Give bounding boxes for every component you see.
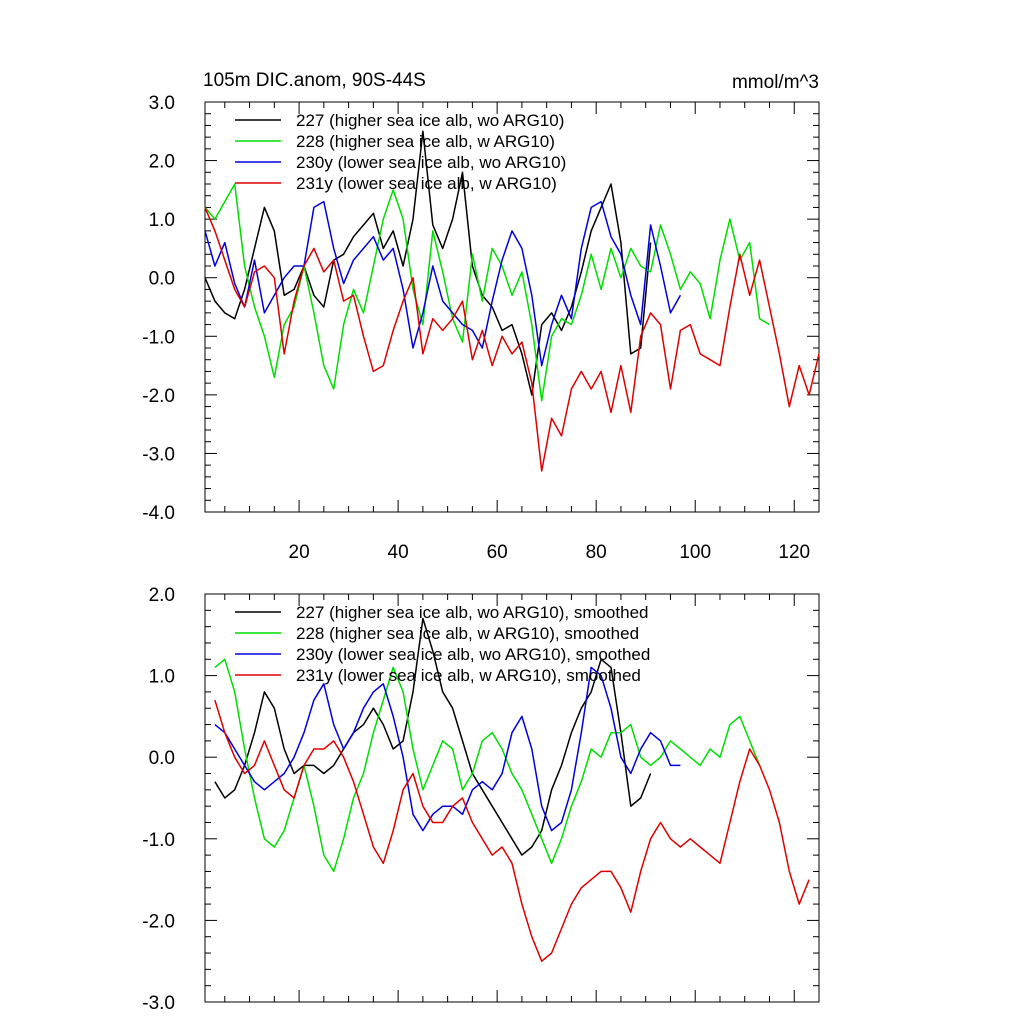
top-x-tick-label: 120	[778, 542, 810, 563]
bottom-legend-label-4: 231y (lower sea ice alb, w ARG10), smoot…	[296, 666, 641, 685]
top-panel-title: 105m DIC.anom, 90S-44S	[203, 70, 426, 91]
bottom-panel-series	[214, 617, 810, 962]
top-legend-label-1: 227 (higher sea ice alb, wo ARG10)	[296, 111, 564, 130]
top-series-line-3	[204, 200, 682, 367]
top-y-tick-label: -2.0	[142, 386, 175, 407]
top-panel-axes: 3.0 2.0 1.0 0.0 -1.0 -2.0 -3.0 -4.0 20 40 60 80 100 1…	[142, 93, 820, 563]
bottom-legend-label-3: 230y (lower sea ice alb, wo ARG10), smoo…	[296, 645, 650, 664]
top-legend-label-3: 230y (lower sea ice alb, wo ARG10)	[296, 153, 566, 172]
top-legend-label-4: 231y (lower sea ice alb, w ARG10)	[296, 174, 557, 193]
top-y-tick-label: 1.0	[149, 210, 175, 231]
top-y-tick-label: 3.0	[149, 93, 175, 114]
bottom-y-tick-label: 1.0	[149, 667, 175, 688]
top-x-tick-label: 40	[388, 542, 409, 563]
top-legend-label-2: 228 (higher sea ice alb, w ARG10)	[296, 132, 555, 151]
bottom-series-line-2	[214, 658, 761, 873]
top-series-line-4	[204, 207, 820, 472]
bottom-panel-axes: 2.0 1.0 0.0 -1.0 -2.0 -3.0	[142, 585, 820, 1014]
bottom-series-line-1	[214, 617, 652, 856]
bottom-series-line-4	[214, 699, 810, 962]
bottom-legend-label-2: 228 (higher sea ice alb, w ARG10), smoot…	[296, 624, 639, 643]
bottom-y-tick-label: 0.0	[149, 748, 175, 769]
top-y-tick-label: -1.0	[142, 327, 175, 348]
top-series-line-1	[204, 130, 652, 396]
top-panel: 105m DIC.anom, 90S-44S mmol/m^3 3.0 2.0 1.…	[142, 70, 820, 563]
top-y-tick-label: -4.0	[142, 503, 175, 524]
top-panel-legend: 227 (higher sea ice alb, wo ARG10) 228 (h…	[235, 111, 566, 193]
bottom-series-line-3	[214, 666, 681, 832]
bottom-y-tick-label: 2.0	[149, 585, 175, 606]
bottom-plot-frame	[204, 593, 820, 1003]
top-x-tick-label: 100	[679, 542, 711, 563]
top-x-tick-label: 80	[586, 542, 607, 563]
top-y-tick-label: 0.0	[149, 269, 175, 290]
bottom-y-tick-label: -1.0	[142, 830, 175, 851]
top-y-tick-label: 2.0	[149, 152, 175, 173]
top-y-tick-label: -3.0	[142, 444, 175, 465]
bottom-legend-label-1: 227 (higher sea ice alb, wo ARG10), smoo…	[296, 603, 648, 622]
bottom-panel: 2.0 1.0 0.0 -1.0 -2.0 -3.0 227 (higher sea ic…	[142, 585, 820, 1014]
bottom-y-tick-label: -3.0	[142, 993, 175, 1014]
bottom-panel-legend: 227 (higher sea ice alb, wo ARG10), smoo…	[235, 603, 650, 685]
bottom-y-tick-label: -2.0	[142, 911, 175, 932]
top-x-tick-label: 20	[289, 542, 310, 563]
top-panel-series	[204, 130, 820, 472]
top-series-line-2	[204, 183, 770, 402]
top-x-tick-label: 60	[487, 542, 508, 563]
top-panel-units: mmol/m^3	[732, 72, 819, 93]
top-plot-frame	[204, 101, 820, 513]
